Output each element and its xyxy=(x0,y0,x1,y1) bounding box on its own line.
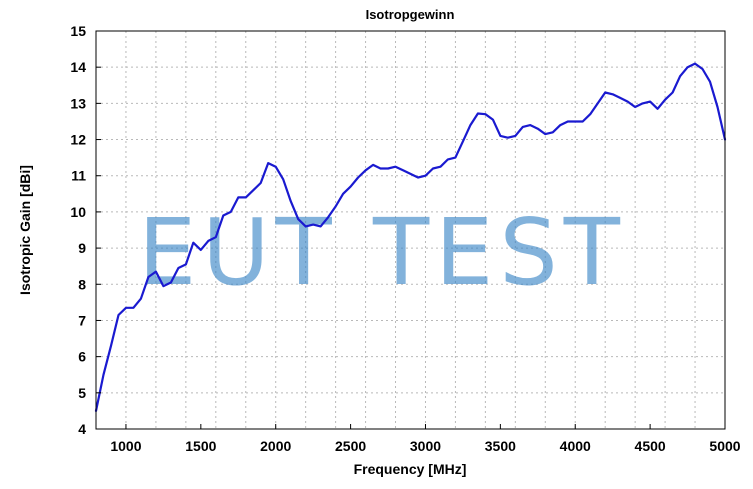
x-tick-label: 3000 xyxy=(410,438,441,454)
plot-frame xyxy=(95,30,726,430)
y-axis-ticks: 4 5 6 7 8 9 10 11 12 13 14 15 xyxy=(70,23,101,437)
y-tick-label: 4 xyxy=(78,421,86,437)
x-tick-label: 1000 xyxy=(110,438,141,454)
x-tick-label: 5000 xyxy=(709,438,740,454)
y-tick-label: 15 xyxy=(70,23,86,39)
x-axis-label: Frequency [MHz] xyxy=(354,461,467,477)
series-line-0 xyxy=(94,62,727,412)
watermark-text: EUT TEST xyxy=(138,199,626,306)
x-tick-label: 4000 xyxy=(560,438,591,454)
y-tick-label: 6 xyxy=(78,349,86,365)
y-axis-label: Isotropic Gain [dBi] xyxy=(17,165,33,295)
y-tick-label: 11 xyxy=(71,168,86,184)
grid xyxy=(96,31,725,429)
y-tick-label: 8 xyxy=(78,276,86,292)
y-tick-label: 9 xyxy=(78,240,86,256)
x-tick-label: 2500 xyxy=(335,438,366,454)
x-tick-label: 4500 xyxy=(635,438,666,454)
series-layer xyxy=(94,62,727,412)
y-tick-label: 5 xyxy=(78,385,86,401)
y-tick-label: 7 xyxy=(78,312,86,328)
y-tick-label: 12 xyxy=(70,132,86,148)
x-axis-ticks: 1000 1500 2000 2500 3000 3500 4000 4500 5000 xyxy=(110,424,741,454)
x-tick-label: 1500 xyxy=(185,438,216,454)
chart-title: Isotropgewinn xyxy=(366,7,455,22)
x-tick-label: 3500 xyxy=(485,438,516,454)
x-tick-label: 2000 xyxy=(260,438,291,454)
y-tick-label: 14 xyxy=(70,59,86,75)
y-tick-label: 13 xyxy=(70,95,86,111)
y-tick-label: 10 xyxy=(70,204,86,220)
